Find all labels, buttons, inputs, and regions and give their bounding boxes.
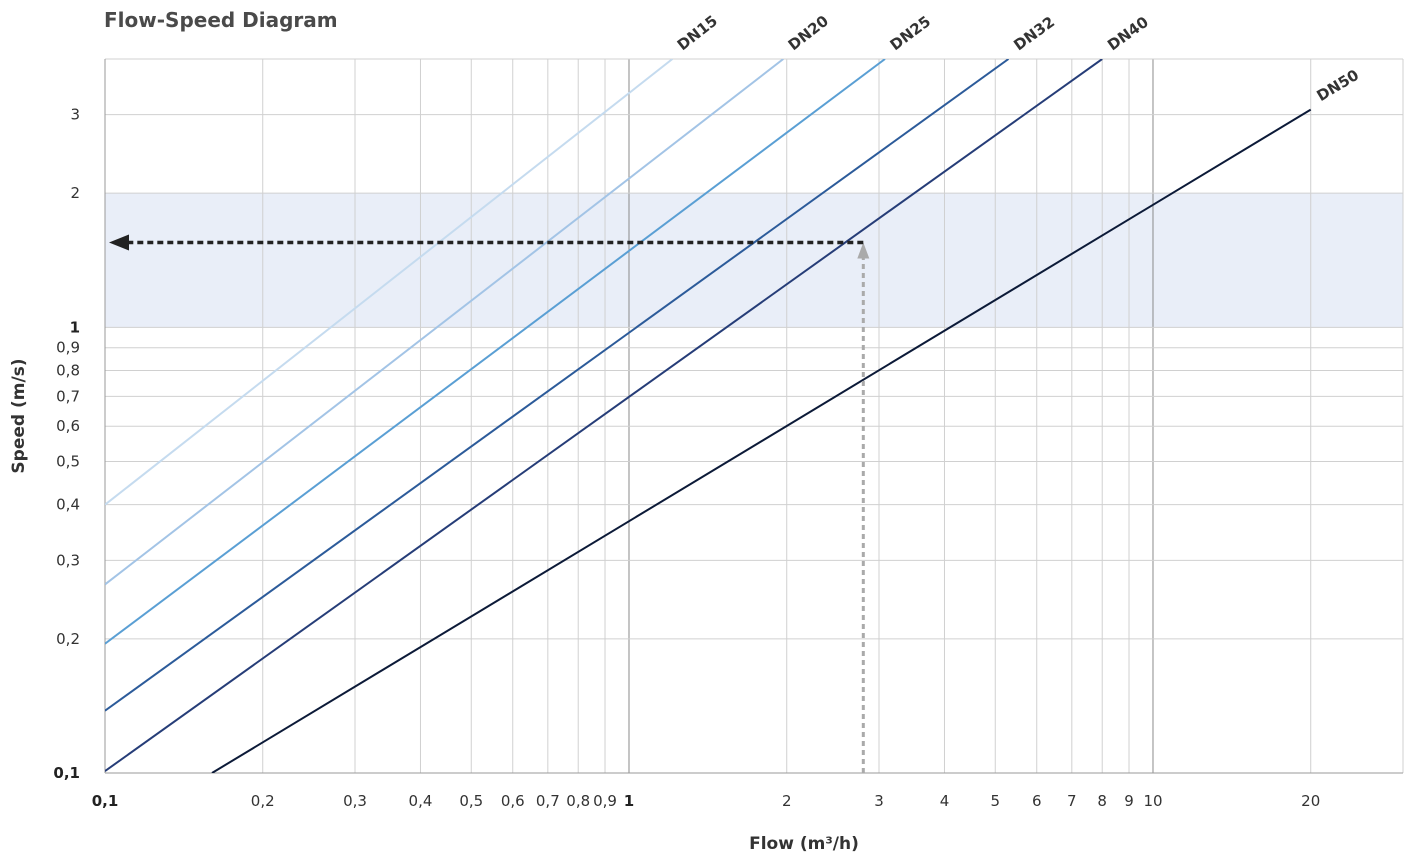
series-label-dn20: DN20: [785, 12, 832, 54]
series-label-dn25: DN25: [887, 12, 935, 54]
x-tick-label: 2: [782, 792, 792, 810]
x-tick-label: 4: [940, 792, 950, 810]
y-axis-title: Speed (m/s): [9, 358, 29, 473]
x-tick-label: 9: [1124, 792, 1134, 810]
x-tick-label: 3: [874, 792, 884, 810]
y-tick-label: 3: [70, 106, 80, 124]
series-line-dn32: [105, 59, 1010, 712]
x-tick-label: 6: [1032, 792, 1042, 810]
series-line-dn25: [105, 59, 886, 645]
x-tick-label: 0,4: [409, 792, 433, 810]
x-tick-label: 0,9: [593, 792, 617, 810]
y-tick-label: 0,2: [56, 630, 80, 648]
series-label-dn15: DN15: [674, 12, 721, 54]
x-tick-label: 0,5: [459, 792, 483, 810]
y-tick-label: 0,7: [56, 387, 80, 405]
x-tick-label: 20: [1301, 792, 1320, 810]
y-tick-label: 0,8: [56, 362, 80, 380]
x-axis-title: Flow (m³/h): [749, 834, 859, 854]
series-label-dn50: DN50: [1313, 66, 1362, 105]
x-tick-label: 5: [990, 792, 1000, 810]
series-line-dn40: [105, 59, 1103, 772]
x-tick-label: 7: [1067, 792, 1077, 810]
x-tick-label: 0,7: [536, 792, 560, 810]
x-tick-label: 0,8: [566, 792, 590, 810]
y-tick-label: 1: [70, 318, 80, 336]
x-tick-label: 0,3: [343, 792, 367, 810]
y-tick-label: 0,1: [53, 764, 80, 782]
x-tick-label: 0,6: [501, 792, 525, 810]
series-label-dn40: DN40: [1104, 13, 1152, 54]
y-tick-label: 0,5: [56, 452, 80, 470]
x-tick-label: 0,2: [251, 792, 275, 810]
grid: [104, 58, 1404, 774]
y-tick-label: 2: [70, 184, 80, 202]
series-lines: [105, 59, 1312, 773]
y-tick-label: 0,9: [56, 339, 80, 357]
y-tick-label: 0,3: [56, 551, 80, 569]
series-line-dn20: [105, 59, 784, 586]
x-tick-label: 8: [1097, 792, 1107, 810]
x-tick-label: 10: [1143, 792, 1162, 810]
series-label-dn32: DN32: [1010, 13, 1058, 54]
x-tick-label: 1: [624, 792, 634, 810]
y-tick-label: 0,6: [56, 417, 80, 435]
series-line-dn50: [211, 108, 1312, 773]
x-tick-label: 0,1: [92, 792, 119, 810]
series-line-dn15: [105, 59, 674, 506]
recommended-speed-band: [105, 193, 1403, 328]
y-tick-label: 0,4: [56, 496, 80, 514]
chart-title: Flow-Speed Diagram: [104, 8, 338, 32]
